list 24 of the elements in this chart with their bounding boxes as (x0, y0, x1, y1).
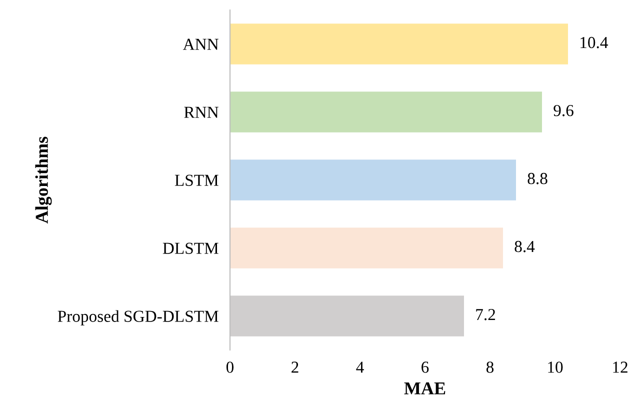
data-label: 8.4 (514, 240, 535, 252)
x-tick-label: 2 (292, 362, 298, 373)
x-tick-label: 12 (613, 362, 628, 373)
y-tick-label: DLSTM (162, 242, 218, 254)
data-label: 10.4 (580, 36, 608, 48)
data-label: 7.2 (476, 308, 496, 320)
bar (230, 92, 542, 132)
y-axis-title: Algorithms (35, 136, 52, 224)
bar (230, 24, 568, 64)
bar (230, 296, 464, 336)
y-tick-label: Proposed SGD-DLSTM (58, 310, 218, 326)
x-tick-label: 10 (548, 362, 563, 373)
data-label: 8.8 (528, 172, 548, 184)
y-tick-label: ANN (182, 38, 219, 50)
x-axis-title: MAE (404, 382, 446, 394)
y-tick-label: RNN (184, 106, 219, 118)
bar (230, 160, 516, 200)
data-label: 9.6 (554, 104, 574, 116)
x-tick-label: 8 (486, 362, 494, 373)
x-tick-label: 0 (226, 362, 234, 373)
y-tick-label: LSTM (174, 174, 218, 186)
x-tick-label: 4 (356, 362, 364, 373)
bar (230, 228, 503, 268)
x-tick-label: 6 (422, 362, 429, 373)
